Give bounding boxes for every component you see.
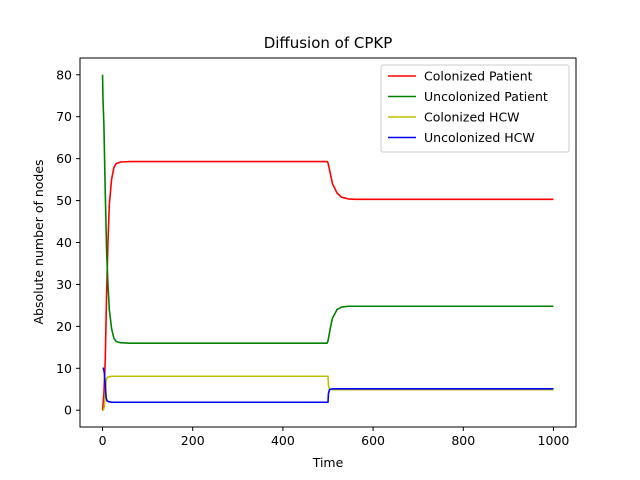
legend-label-1: Uncolonized Patient xyxy=(424,89,548,104)
y-tick-label: 70 xyxy=(56,109,72,124)
y-axis-label: Absolute number of nodes xyxy=(31,159,46,324)
y-axis: 0 10 20 30 40 50 60 70 80 xyxy=(56,67,80,418)
y-tick-label: 30 xyxy=(56,277,72,292)
series-line-0 xyxy=(101,160,554,411)
y-tick-label: 60 xyxy=(56,151,72,166)
legend: Colonized Patient Uncolonized Patient Colo… xyxy=(380,64,570,153)
y-tick-label: 40 xyxy=(56,235,72,250)
legend-label-2: Colonized HCW xyxy=(424,110,520,125)
y-tick-label: 20 xyxy=(56,319,72,334)
x-tick-label: 0 xyxy=(99,433,107,448)
y-tick-label: 0 xyxy=(64,403,72,418)
x-axis-label: Time xyxy=(312,455,344,470)
y-tick-label: 10 xyxy=(56,361,72,376)
y-tick-label: 80 xyxy=(56,67,72,82)
legend-frame xyxy=(380,64,570,153)
x-tick-label: 800 xyxy=(451,433,475,448)
y-tick-label: 50 xyxy=(56,193,72,208)
x-tick-label: 400 xyxy=(271,433,295,448)
x-tick-label: 200 xyxy=(181,433,205,448)
x-axis: 0 200 400 600 800 1000 xyxy=(99,427,570,448)
x-tick-label: 600 xyxy=(361,433,385,448)
legend-label-0: Colonized Patient xyxy=(424,69,533,84)
series-line-3 xyxy=(102,367,554,404)
plot-area xyxy=(101,74,554,412)
x-tick-label: 1000 xyxy=(538,433,570,448)
series-line-1 xyxy=(101,74,554,344)
legend-label-3: Uncolonized HCW xyxy=(424,130,535,145)
chart-title: Diffusion of CPKP xyxy=(264,34,393,52)
